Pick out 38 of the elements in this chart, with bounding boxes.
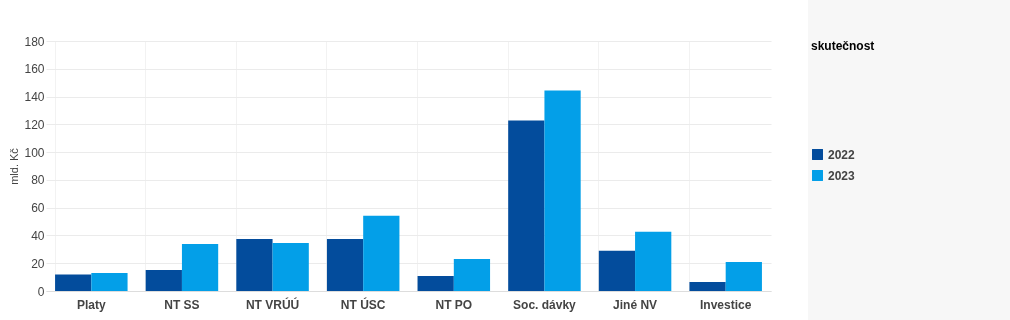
bar (725, 261, 762, 291)
bar (145, 269, 182, 291)
legend-title: skutečnost (811, 39, 875, 53)
legend-label: 2023 (828, 168, 856, 183)
y-tick-label: 40 (31, 228, 45, 243)
bar (635, 231, 672, 291)
bar (453, 258, 491, 291)
x-tick-label: Soc. dávky (513, 297, 577, 312)
x-tick-label: Investice (700, 297, 752, 312)
bar (363, 215, 400, 291)
y-tick-label: 120 (24, 117, 45, 132)
y-tick-label: 20 (31, 256, 45, 271)
y-tick-label: 0 (37, 284, 45, 299)
x-tick-label: NT VRÚÚ (245, 296, 300, 312)
bar (272, 242, 309, 291)
y-tick-label: 80 (31, 173, 45, 188)
bar (326, 238, 364, 291)
x-tick-label: Platy (76, 297, 106, 312)
y-tick-label: 180 (24, 34, 45, 49)
x-tick-label: NT ÚSC (340, 296, 386, 312)
bar (55, 274, 92, 291)
bar (689, 281, 726, 291)
x-tick-label: NT SS (164, 297, 200, 312)
y-tick-label: 140 (24, 90, 45, 105)
y-tick-label: 60 (31, 201, 45, 216)
legend-label: 2022 (828, 147, 856, 162)
x-tick-label: Jiné NV (613, 297, 658, 312)
bar (236, 238, 273, 291)
bar (508, 120, 545, 291)
bar (544, 90, 581, 291)
x-tick-label: NT PO (435, 297, 473, 312)
bar (598, 250, 636, 291)
y-tick-label: 160 (24, 62, 45, 77)
bar (91, 272, 128, 291)
bar (417, 276, 454, 291)
y-axis-title: mld. Kč (8, 147, 21, 185)
y-tick-label: 100 (24, 145, 45, 160)
bar (181, 243, 219, 291)
